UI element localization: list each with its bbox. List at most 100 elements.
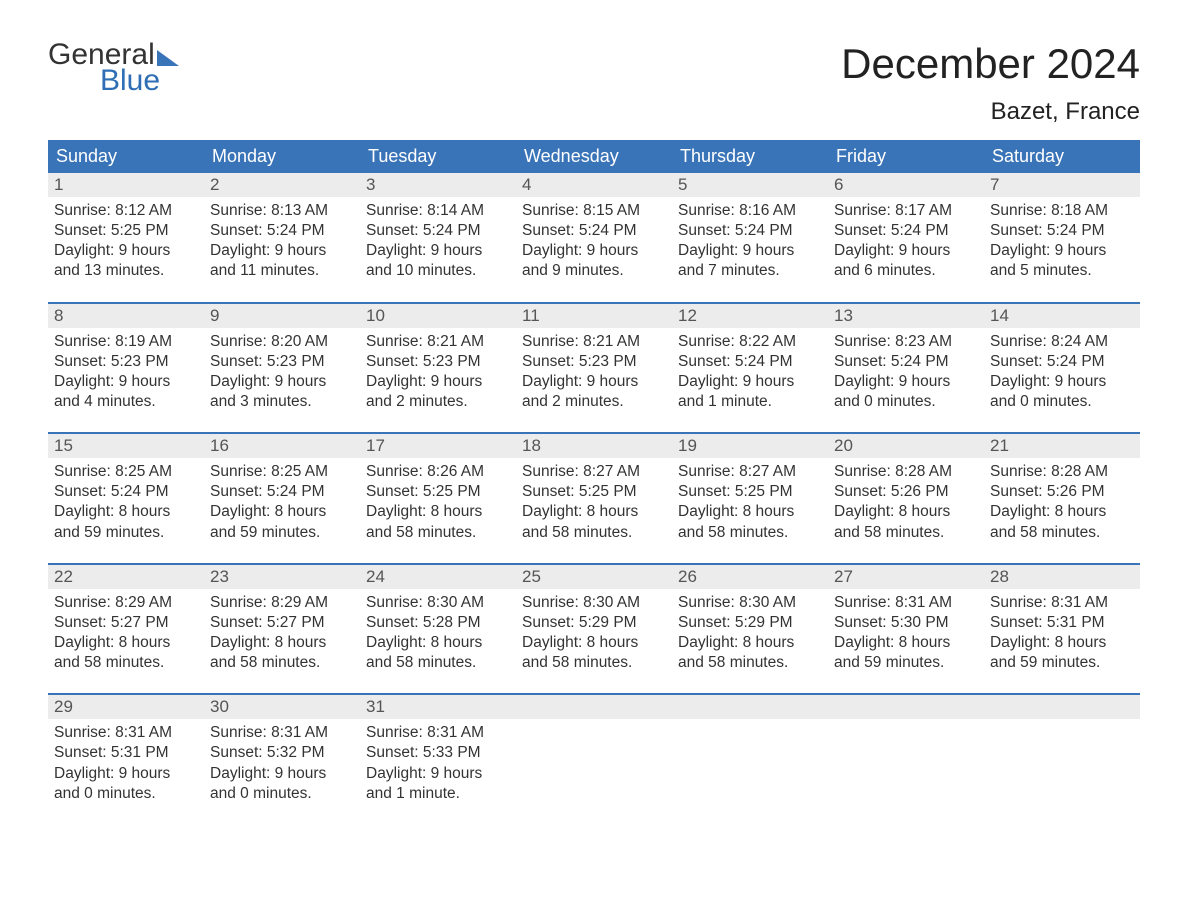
- day-cell: 28Sunrise: 8:31 AMSunset: 5:31 PMDayligh…: [984, 565, 1140, 680]
- day-info: Sunrise: 8:14 AMSunset: 5:24 PMDaylight:…: [360, 197, 516, 288]
- day-cell: 5Sunrise: 8:16 AMSunset: 5:24 PMDaylight…: [672, 173, 828, 288]
- daylight-text-2: and 59 minutes.: [990, 653, 1134, 673]
- sunrise-text: Sunrise: 8:25 AM: [210, 462, 354, 482]
- day-number: 9: [204, 304, 360, 328]
- daylight-text-1: Daylight: 8 hours: [54, 633, 198, 653]
- day-info: Sunrise: 8:22 AMSunset: 5:24 PMDaylight:…: [672, 328, 828, 419]
- day-cell: 6Sunrise: 8:17 AMSunset: 5:24 PMDaylight…: [828, 173, 984, 288]
- day-info: Sunrise: 8:17 AMSunset: 5:24 PMDaylight:…: [828, 197, 984, 288]
- sunset-text: Sunset: 5:24 PM: [834, 221, 978, 241]
- day-number: 6: [828, 173, 984, 197]
- day-cell: 9Sunrise: 8:20 AMSunset: 5:23 PMDaylight…: [204, 304, 360, 419]
- sunset-text: Sunset: 5:32 PM: [210, 743, 354, 763]
- day-cell: 26Sunrise: 8:30 AMSunset: 5:29 PMDayligh…: [672, 565, 828, 680]
- day-info: Sunrise: 8:12 AMSunset: 5:25 PMDaylight:…: [48, 197, 204, 288]
- sunrise-text: Sunrise: 8:24 AM: [990, 332, 1134, 352]
- sunrise-text: Sunrise: 8:19 AM: [54, 332, 198, 352]
- sunrise-text: Sunrise: 8:30 AM: [366, 593, 510, 613]
- day-number: 5: [672, 173, 828, 197]
- sunrise-text: Sunrise: 8:13 AM: [210, 201, 354, 221]
- day-cell: 29Sunrise: 8:31 AMSunset: 5:31 PMDayligh…: [48, 695, 204, 810]
- daylight-text-2: and 1 minute.: [678, 392, 822, 412]
- daylight-text-2: and 0 minutes.: [54, 784, 198, 804]
- header-row: General Blue December 2024 Bazet, France: [48, 40, 1140, 134]
- daylight-text-1: Daylight: 8 hours: [834, 502, 978, 522]
- sunset-text: Sunset: 5:31 PM: [54, 743, 198, 763]
- sunset-text: Sunset: 5:27 PM: [54, 613, 198, 633]
- weekday-label: Thursday: [672, 140, 828, 173]
- day-cell: 15Sunrise: 8:25 AMSunset: 5:24 PMDayligh…: [48, 434, 204, 549]
- day-info: Sunrise: 8:30 AMSunset: 5:29 PMDaylight:…: [516, 589, 672, 680]
- day-number: [672, 695, 828, 719]
- daylight-text-2: and 58 minutes.: [834, 523, 978, 543]
- day-cell: 24Sunrise: 8:30 AMSunset: 5:28 PMDayligh…: [360, 565, 516, 680]
- day-info: Sunrise: 8:20 AMSunset: 5:23 PMDaylight:…: [204, 328, 360, 419]
- sunrise-text: Sunrise: 8:12 AM: [54, 201, 198, 221]
- day-cell: 1Sunrise: 8:12 AMSunset: 5:25 PMDaylight…: [48, 173, 204, 288]
- day-cell: 22Sunrise: 8:29 AMSunset: 5:27 PMDayligh…: [48, 565, 204, 680]
- day-cell: 8Sunrise: 8:19 AMSunset: 5:23 PMDaylight…: [48, 304, 204, 419]
- day-info: Sunrise: 8:27 AMSunset: 5:25 PMDaylight:…: [516, 458, 672, 549]
- day-cell: 23Sunrise: 8:29 AMSunset: 5:27 PMDayligh…: [204, 565, 360, 680]
- day-number: 1: [48, 173, 204, 197]
- daylight-text-1: Daylight: 8 hours: [210, 633, 354, 653]
- daylight-text-1: Daylight: 8 hours: [834, 633, 978, 653]
- daylight-text-1: Daylight: 8 hours: [990, 633, 1134, 653]
- week-row: 29Sunrise: 8:31 AMSunset: 5:31 PMDayligh…: [48, 693, 1140, 810]
- week-row: 15Sunrise: 8:25 AMSunset: 5:24 PMDayligh…: [48, 432, 1140, 549]
- day-number: 7: [984, 173, 1140, 197]
- day-cell: 21Sunrise: 8:28 AMSunset: 5:26 PMDayligh…: [984, 434, 1140, 549]
- logo-text-2: Blue: [48, 66, 179, 96]
- daylight-text-1: Daylight: 8 hours: [522, 633, 666, 653]
- day-cell: 19Sunrise: 8:27 AMSunset: 5:25 PMDayligh…: [672, 434, 828, 549]
- day-cell: [984, 695, 1140, 810]
- weekday-label: Tuesday: [360, 140, 516, 173]
- day-cell: 7Sunrise: 8:18 AMSunset: 5:24 PMDaylight…: [984, 173, 1140, 288]
- sunset-text: Sunset: 5:23 PM: [522, 352, 666, 372]
- sunset-text: Sunset: 5:24 PM: [366, 221, 510, 241]
- day-number: 23: [204, 565, 360, 589]
- daylight-text-1: Daylight: 9 hours: [834, 372, 978, 392]
- sunset-text: Sunset: 5:33 PM: [366, 743, 510, 763]
- sunrise-text: Sunrise: 8:21 AM: [366, 332, 510, 352]
- day-number: [828, 695, 984, 719]
- day-number: 14: [984, 304, 1140, 328]
- day-cell: 17Sunrise: 8:26 AMSunset: 5:25 PMDayligh…: [360, 434, 516, 549]
- daylight-text-2: and 0 minutes.: [210, 784, 354, 804]
- day-info: Sunrise: 8:23 AMSunset: 5:24 PMDaylight:…: [828, 328, 984, 419]
- sunrise-text: Sunrise: 8:21 AM: [522, 332, 666, 352]
- day-info: Sunrise: 8:31 AMSunset: 5:31 PMDaylight:…: [984, 589, 1140, 680]
- day-info: Sunrise: 8:31 AMSunset: 5:33 PMDaylight:…: [360, 719, 516, 810]
- day-cell: 13Sunrise: 8:23 AMSunset: 5:24 PMDayligh…: [828, 304, 984, 419]
- sunrise-text: Sunrise: 8:25 AM: [54, 462, 198, 482]
- day-info: Sunrise: 8:28 AMSunset: 5:26 PMDaylight:…: [828, 458, 984, 549]
- daylight-text-1: Daylight: 9 hours: [834, 241, 978, 261]
- day-info: Sunrise: 8:18 AMSunset: 5:24 PMDaylight:…: [984, 197, 1140, 288]
- sunrise-text: Sunrise: 8:22 AM: [678, 332, 822, 352]
- day-info: Sunrise: 8:29 AMSunset: 5:27 PMDaylight:…: [204, 589, 360, 680]
- daylight-text-2: and 5 minutes.: [990, 261, 1134, 281]
- daylight-text-2: and 6 minutes.: [834, 261, 978, 281]
- day-number: 31: [360, 695, 516, 719]
- day-cell: 16Sunrise: 8:25 AMSunset: 5:24 PMDayligh…: [204, 434, 360, 549]
- day-number: 18: [516, 434, 672, 458]
- sunset-text: Sunset: 5:29 PM: [522, 613, 666, 633]
- day-number: 10: [360, 304, 516, 328]
- day-number: 21: [984, 434, 1140, 458]
- daylight-text-1: Daylight: 9 hours: [54, 241, 198, 261]
- daylight-text-1: Daylight: 9 hours: [210, 241, 354, 261]
- sunrise-text: Sunrise: 8:30 AM: [678, 593, 822, 613]
- daylight-text-1: Daylight: 8 hours: [990, 502, 1134, 522]
- daylight-text-2: and 7 minutes.: [678, 261, 822, 281]
- day-number: 26: [672, 565, 828, 589]
- day-number: 19: [672, 434, 828, 458]
- day-number: 22: [48, 565, 204, 589]
- sunset-text: Sunset: 5:24 PM: [678, 352, 822, 372]
- calendar: SundayMondayTuesdayWednesdayThursdayFrid…: [48, 140, 1140, 810]
- sunset-text: Sunset: 5:23 PM: [54, 352, 198, 372]
- daylight-text-2: and 58 minutes.: [990, 523, 1134, 543]
- daylight-text-1: Daylight: 9 hours: [522, 372, 666, 392]
- weeks-container: 1Sunrise: 8:12 AMSunset: 5:25 PMDaylight…: [48, 173, 1140, 810]
- sunset-text: Sunset: 5:23 PM: [366, 352, 510, 372]
- weekday-label: Wednesday: [516, 140, 672, 173]
